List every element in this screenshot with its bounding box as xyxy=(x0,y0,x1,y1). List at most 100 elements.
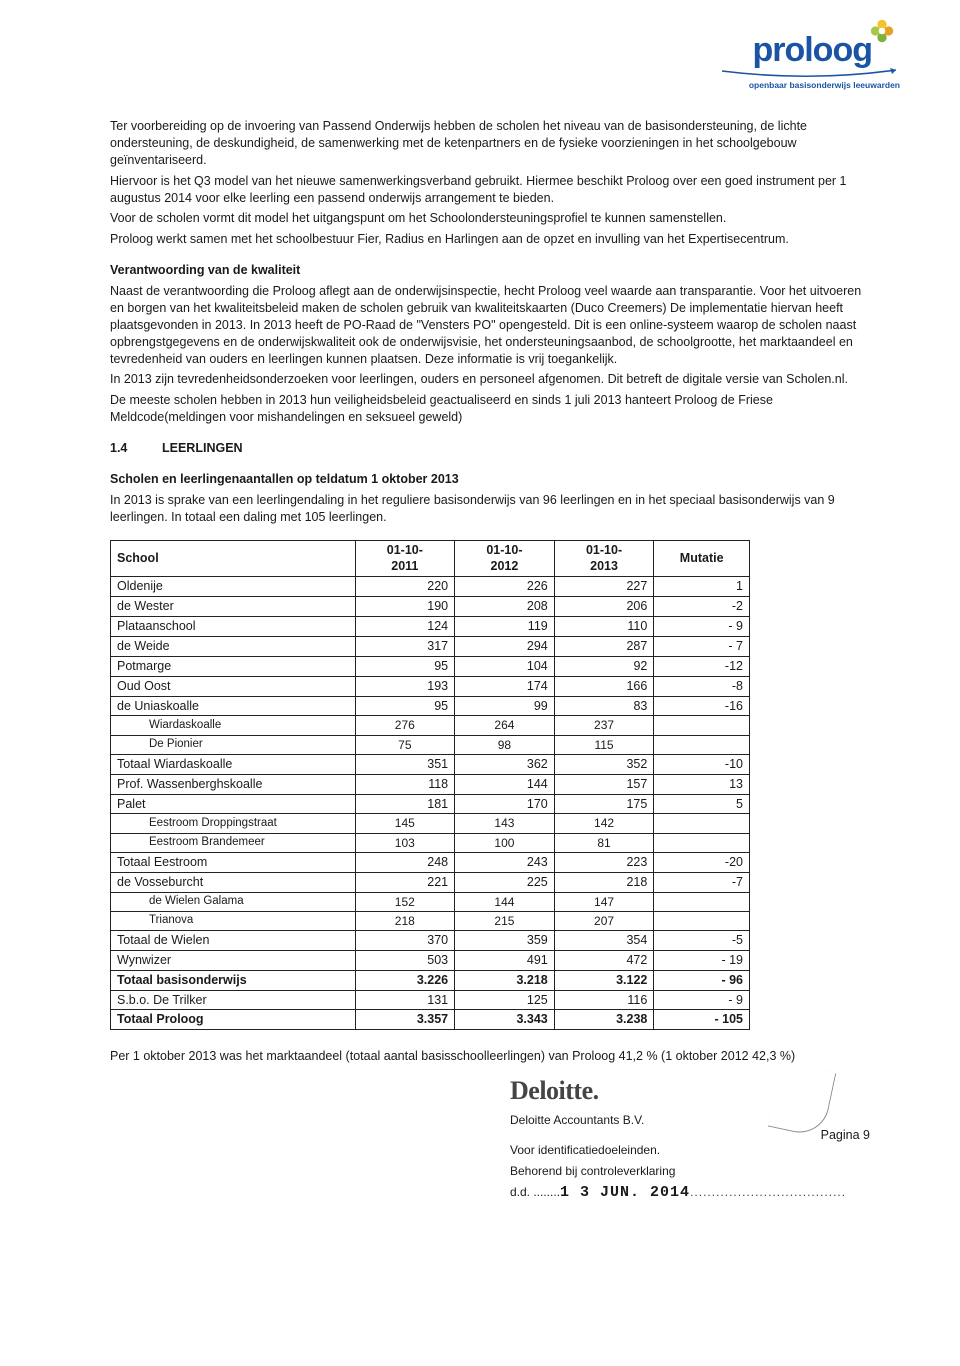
stamp-belonging: Behorend bij controleverklaring xyxy=(510,1164,675,1178)
cell-school: Totaal Eestroom xyxy=(111,852,356,872)
cell-value: 226 xyxy=(455,577,555,597)
cell-mutation: -16 xyxy=(654,696,750,716)
cell-mutation: -2 xyxy=(654,597,750,617)
cell-mutation: -8 xyxy=(654,676,750,696)
cell-value: 100 xyxy=(455,833,555,852)
table-row: Totaal Wiardaskoalle351362352-10 xyxy=(111,754,750,774)
cell-value: 110 xyxy=(554,617,654,637)
cell-mutation xyxy=(654,716,750,735)
cell-value: 491 xyxy=(455,950,555,970)
table-row: De Pionier7598115 xyxy=(111,735,750,754)
cell-value: 175 xyxy=(554,794,654,814)
cell-value: 190 xyxy=(355,597,455,617)
cell-value: 103 xyxy=(355,833,455,852)
brand-logo: proloog openbaar basisonderwijs leeuward… xyxy=(720,28,900,91)
cell-school: de Wester xyxy=(111,597,356,617)
cell-mutation xyxy=(654,735,750,754)
cell-mutation: - 105 xyxy=(654,1010,750,1030)
table-row: Totaal basisonderwijs3.2263.2183.122- 96 xyxy=(111,970,750,990)
section-heading: 1.4LEERLINGEN xyxy=(110,440,870,457)
cell-value: 227 xyxy=(554,577,654,597)
cell-school: de Weide xyxy=(111,636,356,656)
cell-value: 170 xyxy=(455,794,555,814)
cell-school: Oud Oost xyxy=(111,676,356,696)
footer-text: Per 1 oktober 2013 was het marktaandeel … xyxy=(110,1048,870,1065)
audit-stamp: Deloitte. Deloitte Accountants B.V. Voor… xyxy=(510,1073,870,1203)
table-row: de Vosseburcht221225218-7 xyxy=(111,872,750,892)
cell-value: 115 xyxy=(554,735,654,754)
cell-school: De Pionier xyxy=(111,735,356,754)
cell-value: 206 xyxy=(554,597,654,617)
cell-school: Eestroom Brandemeer xyxy=(111,833,356,852)
table-row: Eestroom Droppingstraat145143142 xyxy=(111,814,750,833)
logo-subtitle: openbaar basisonderwijs leeuwarden xyxy=(720,80,900,91)
table-row: Totaal Eestroom248243223-20 xyxy=(111,852,750,872)
cell-value: 95 xyxy=(355,696,455,716)
table-row: Wynwizer503491472- 19 xyxy=(111,950,750,970)
quality-block: Verantwoording van de kwaliteit Naast de… xyxy=(110,262,870,426)
stamp-purpose: Voor identificatiedoeleinden. xyxy=(510,1142,870,1158)
cell-value: 223 xyxy=(554,852,654,872)
cell-value: 98 xyxy=(455,735,555,754)
cell-school: Eestroom Droppingstraat xyxy=(111,814,356,833)
subheading: Scholen en leerlingenaantallen op teldat… xyxy=(110,471,870,488)
cell-value: 104 xyxy=(455,656,555,676)
cell-mutation xyxy=(654,911,750,930)
cell-value: 157 xyxy=(554,774,654,794)
cell-value: 225 xyxy=(455,872,555,892)
cell-mutation xyxy=(654,892,750,911)
cell-value: 99 xyxy=(455,696,555,716)
table-row: Totaal Proloog3.3573.3433.238- 105 xyxy=(111,1010,750,1030)
paragraph: Hiervoor is het Q3 model van het nieuwe … xyxy=(110,173,870,207)
cell-school: Oldenije xyxy=(111,577,356,597)
cell-value: 75 xyxy=(355,735,455,754)
cell-school: Palet xyxy=(111,794,356,814)
logo-text: proloog xyxy=(752,31,872,69)
cell-value: 352 xyxy=(554,754,654,774)
logo-flower-icon xyxy=(868,17,896,45)
cell-value: 3.122 xyxy=(554,970,654,990)
cell-value: 124 xyxy=(355,617,455,637)
page-number: Pagina 9 xyxy=(821,1127,870,1144)
table-header-row: School 01-10-2011 01-10-2012 01-10-2013 … xyxy=(111,540,750,577)
cell-value: 218 xyxy=(554,872,654,892)
cell-mutation: - 9 xyxy=(654,617,750,637)
footer-block: Per 1 oktober 2013 was het marktaandeel … xyxy=(110,1048,870,1203)
cell-school: Prof. Wassenberghskoalle xyxy=(111,774,356,794)
cell-value: 125 xyxy=(455,990,555,1010)
cell-value: 472 xyxy=(554,950,654,970)
cell-value: 215 xyxy=(455,911,555,930)
cell-school: de Uniaskoalle xyxy=(111,696,356,716)
cell-value: 144 xyxy=(455,892,555,911)
table-intro: Scholen en leerlingenaantallen op teldat… xyxy=(110,471,870,526)
cell-value: 143 xyxy=(455,814,555,833)
col-2011b: 2011 xyxy=(391,559,418,573)
cell-value: 243 xyxy=(455,852,555,872)
table-row: Trianova218215207 xyxy=(111,911,750,930)
paragraph: Voor de scholen vormt dit model het uitg… xyxy=(110,210,870,227)
cell-value: 81 xyxy=(554,833,654,852)
stamp-dd: d.d. ........ xyxy=(510,1185,560,1199)
cell-value: 144 xyxy=(455,774,555,794)
cell-value: 193 xyxy=(355,676,455,696)
table-row: de Wielen Galama152144147 xyxy=(111,892,750,911)
cell-school: Totaal Wiardaskoalle xyxy=(111,754,356,774)
document-body: Ter voorbereiding op de invoering van Pa… xyxy=(110,118,870,1203)
cell-value: 3.343 xyxy=(455,1010,555,1030)
cell-school: Wynwizer xyxy=(111,950,356,970)
cell-value: 166 xyxy=(554,676,654,696)
dotted-line: .................................... xyxy=(690,1185,846,1199)
logo-swoosh-icon xyxy=(720,68,900,78)
table-row: Palet1811701755 xyxy=(111,794,750,814)
cell-value: 145 xyxy=(355,814,455,833)
cell-value: 174 xyxy=(455,676,555,696)
section-number: 1.4 xyxy=(110,440,162,457)
cell-value: 287 xyxy=(554,636,654,656)
table-row: Potmarge9510492-12 xyxy=(111,656,750,676)
paragraph: De meeste scholen hebben in 2013 hun vei… xyxy=(110,392,870,426)
subheading: Verantwoording van de kwaliteit xyxy=(110,262,870,279)
cell-value: 359 xyxy=(455,930,555,950)
cell-school: de Wielen Galama xyxy=(111,892,356,911)
cell-value: 92 xyxy=(554,656,654,676)
cell-value: 276 xyxy=(355,716,455,735)
